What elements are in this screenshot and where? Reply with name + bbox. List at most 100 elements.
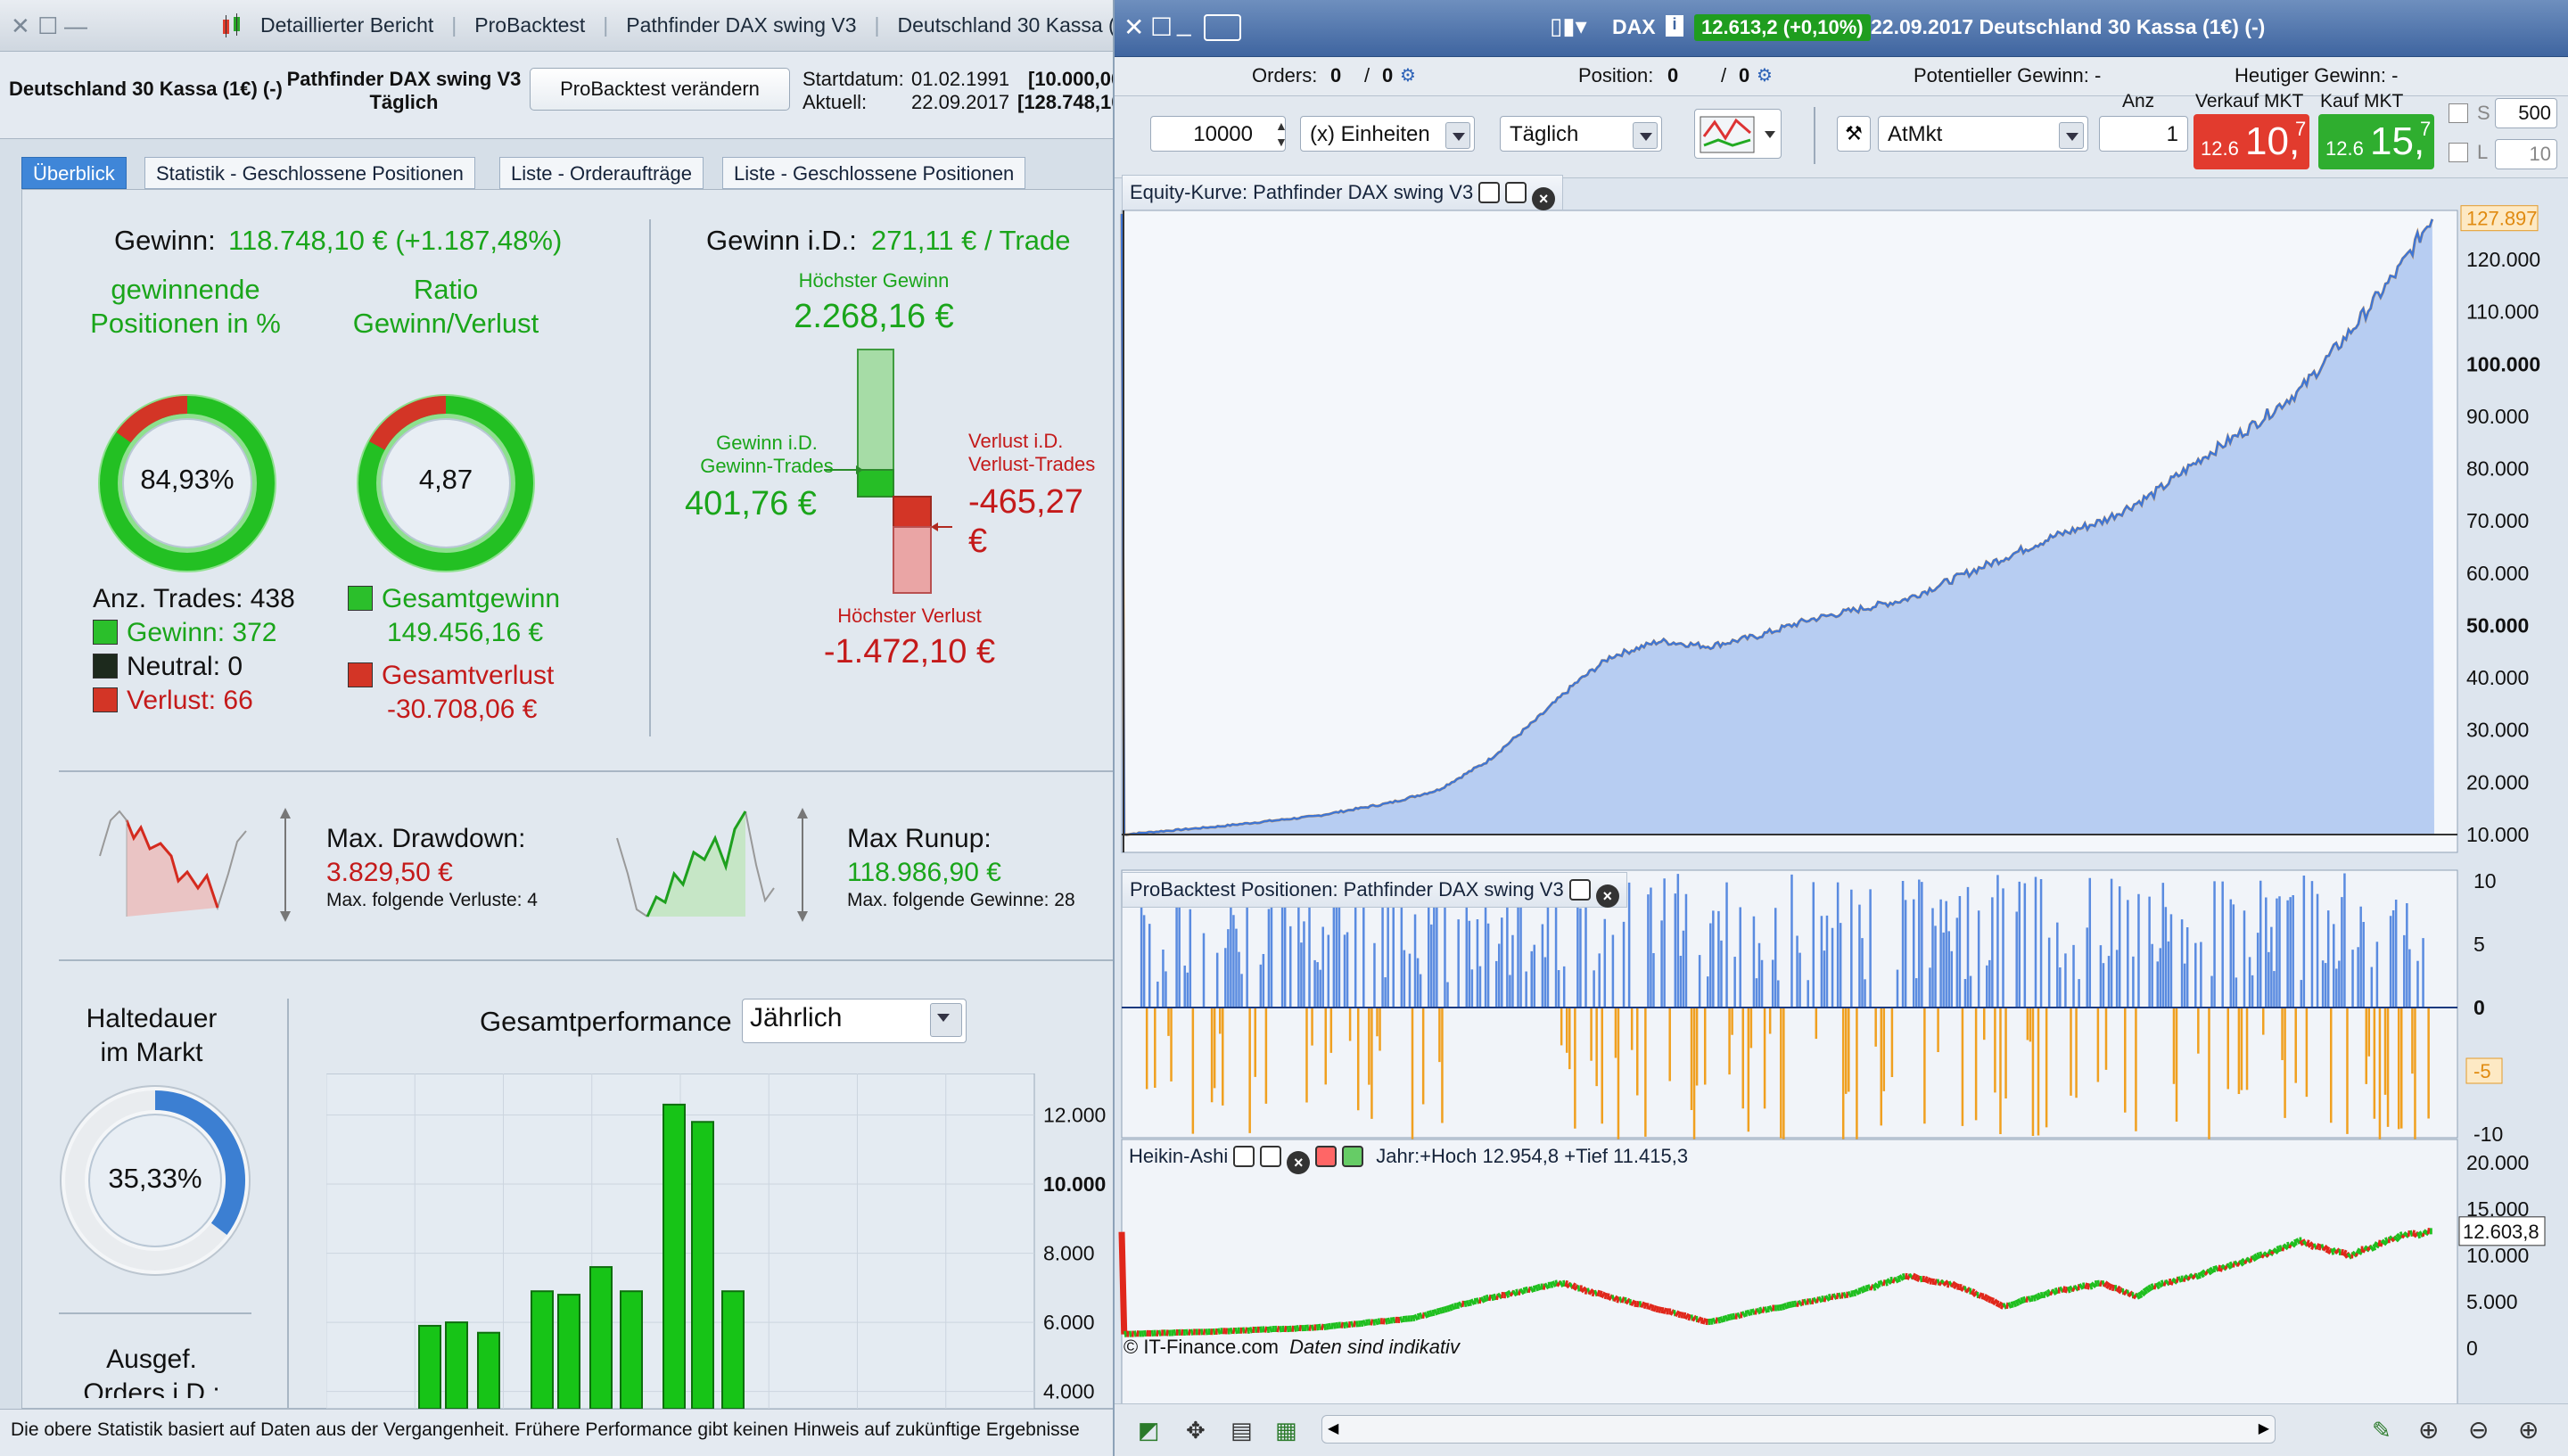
ha-candle [2007,1302,2012,1309]
ha-candle [1897,1274,1905,1281]
ha-candle [2020,1296,2025,1304]
grid-icon[interactable]: ▦ [1275,1417,1297,1444]
stop-checkbox[interactable] [2449,103,2468,123]
drawdown-value: 3.829,50 € [326,858,453,887]
info-icon[interactable]: i [1666,15,1683,37]
wrench-icon[interactable] [1478,182,1501,203]
ratio-donut [357,394,535,572]
ruler-icon[interactable]: ✎ [2372,1417,2391,1444]
sell-market-button[interactable]: 12.6 10, 7 [2194,114,2309,169]
limit-checkbox[interactable] [2449,143,2468,162]
symbol[interactable]: DAX [1612,15,1656,38]
ha-candle [2233,1260,2240,1268]
ha-candle [2373,1241,2382,1249]
minimize-icon[interactable]: _ [1177,9,1191,37]
candlestick-icon[interactable]: ▯▮▾ [1550,12,1587,39]
window-icon[interactable] [1568,879,1591,901]
wrench-icon[interactable]: ⚒ [1837,116,1871,152]
maximize-icon[interactable]: ☐ [37,12,59,39]
y-tick-label: 60.000 [2466,562,2529,585]
ha-candle [2044,1290,2050,1298]
close-icon[interactable]: × [1532,187,1556,210]
chart-icon[interactable]: ◩ [1138,1417,1160,1444]
performance-period-select[interactable]: Jährlich [742,999,967,1043]
chart-window: ✕ ☐ _ ▯▮▾ DAX i 12.613,2 (+0,10%) 22.09.… [1115,0,2568,1456]
zoom-fit-icon[interactable]: ⊕ [2418,1416,2440,1444]
ha-candle [1933,1279,1938,1286]
ha-candle [1959,1285,1967,1293]
scroll-right-icon[interactable]: ▶ [2258,1421,2269,1436]
limit-input[interactable]: 10 [2495,139,2557,169]
ha-candle [2152,1282,2158,1290]
chevron-down-icon[interactable] [1445,122,1470,149]
last-value-label: -5 [2473,1060,2491,1082]
ha-candle [1885,1278,1893,1286]
start-label: Startdatum: [802,68,904,90]
y-tick-label: 50.000 [2466,613,2529,637]
buy-price-sup: 7 [2420,118,2432,140]
ha-candle [2111,1284,2116,1292]
tab-statistics[interactable]: Statistik - Geschlossene Positionen [144,157,475,189]
ha-candle [1387,1317,1392,1325]
ha-candle [2105,1282,2111,1289]
window-icon[interactable] [1505,182,1527,203]
timeline-scrollbar[interactable]: ◀ ▶ [1321,1415,2276,1444]
sell-price-big: 10, [2245,119,2300,163]
ha-candle [2203,1268,2210,1276]
disclaimer: Die obere Statistik basiert auf Daten au… [11,1419,1080,1440]
order-type-select[interactable]: AtMkt [1878,116,2088,152]
quantity-input[interactable]: 10000 [1150,116,1286,152]
ha-candle [1469,1298,1476,1306]
chevron-down-icon[interactable] [2059,122,2084,149]
ha-candle [1647,1303,1653,1311]
last-value-box [2458,1216,2546,1246]
ha-candle [1942,1279,1950,1287]
gear-icon[interactable]: ⚙ [1757,66,1773,86]
arrow-up-icon[interactable] [1342,1146,1364,1167]
zoom-in-icon[interactable]: ⊕ [2518,1416,2539,1444]
zoom-out-icon[interactable]: ⊖ [2468,1416,2490,1444]
ha-candle [1580,1286,1587,1294]
winning-pct-value: 84,93% [140,464,235,495]
maximize-icon[interactable]: ☐ [1150,13,1173,41]
ha-candle [1862,1285,1867,1293]
list-icon[interactable]: ▤ [1230,1417,1253,1444]
indicator-button[interactable] [1694,109,1782,159]
ha-candle [1496,1292,1503,1300]
anz-input[interactable]: 1 [2099,116,2188,152]
keyboard-icon[interactable] [1204,14,1241,41]
quantity-stepper[interactable]: ▲ ▼ [1275,119,1288,149]
tab-order-list[interactable]: Liste - Orderaufträge [499,157,704,189]
tab-closed-positions[interactable]: Liste - Geschlossene Positionen [722,157,1026,189]
close-icon[interactable]: × [1287,1151,1311,1174]
chevron-down-icon[interactable] [930,1003,962,1037]
tab-overview[interactable]: Überblick [21,157,127,189]
ha-candle [2418,1230,2424,1238]
arrow-down-icon[interactable] [1315,1146,1338,1167]
close-icon[interactable]: ✕ [11,12,30,39]
ha-candle [2154,1282,2161,1290]
gear-icon[interactable]: ⚙ [1400,66,1416,86]
minimize-icon[interactable]: — [64,12,87,39]
cursor-icon[interactable]: ✥ [1186,1417,1206,1444]
ha-candle [2186,1273,2193,1281]
scroll-left-icon[interactable]: ◀ [1328,1421,1339,1436]
window-icon[interactable] [1260,1146,1282,1167]
timeframe-select[interactable]: Täglich [1500,116,1662,152]
chart-title: 22.09.2017 Deutschland 30 Kassa (1€) (-) [1871,15,2266,38]
wrench-icon[interactable] [1233,1146,1255,1167]
close-icon[interactable]: × [1595,884,1619,908]
perf-bar [477,1331,500,1409]
units-select[interactable]: (x) Einheiten [1300,116,1475,152]
buy-market-button[interactable]: 12.6 15, 7 [2318,114,2434,169]
ha-candle [1612,1295,1619,1303]
stop-input[interactable]: 500 [2495,98,2557,128]
equity-line [1120,213,2433,836]
close-icon[interactable]: ✕ [1124,13,1145,41]
title-seg: Deutschland 30 Kassa (1€) (-) [897,13,1115,37]
ha-candle [1318,1323,1322,1331]
ha-candle [2421,1230,2426,1238]
modify-backtest-button[interactable]: ProBacktest verändern [530,68,790,111]
ha-candle [1495,1293,1500,1301]
chevron-down-icon[interactable] [1633,122,1658,149]
